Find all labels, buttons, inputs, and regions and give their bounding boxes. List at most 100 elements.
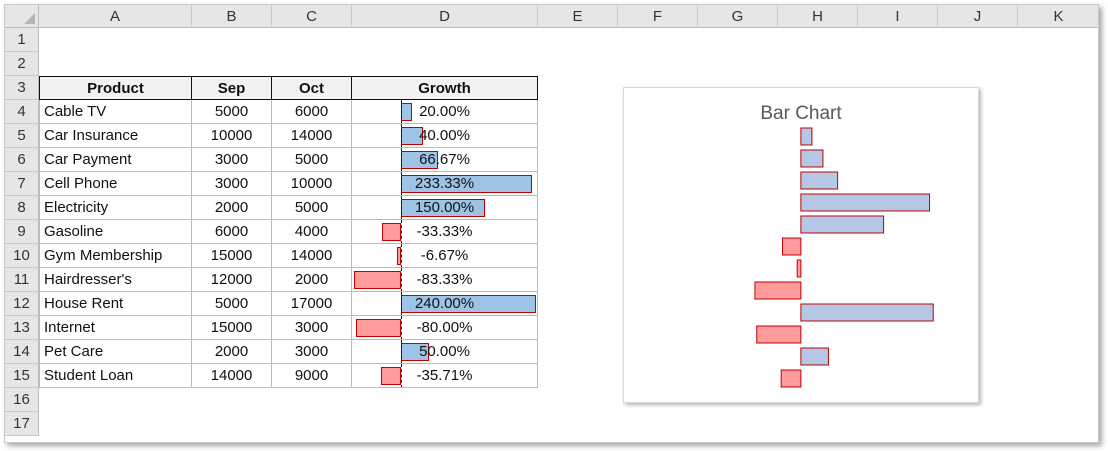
chart-bar-gasoline[interactable] [781, 237, 802, 256]
growth-cell[interactable]: 66.67% [352, 148, 538, 172]
chart-bar-car-insurance[interactable] [800, 149, 824, 168]
growth-value: 240.00% [414, 295, 475, 312]
row-header-7[interactable]: 7 [5, 172, 39, 196]
column-header-k[interactable]: K [1018, 5, 1098, 28]
row-header-13[interactable]: 13 [5, 316, 39, 340]
product-cell[interactable]: Cell Phone [39, 172, 192, 196]
row-header-14[interactable]: 14 [5, 340, 39, 364]
growth-data-bar [380, 367, 401, 385]
select-all-corner[interactable] [5, 5, 39, 28]
growth-cell[interactable]: 20.00% [352, 100, 538, 124]
product-cell[interactable]: Hairdresser's [39, 268, 192, 292]
oct-cell[interactable]: 3000 [272, 316, 352, 340]
sep-cell[interactable]: 14000 [192, 364, 272, 388]
sep-cell[interactable]: 2000 [192, 196, 272, 220]
product-cell[interactable]: Gym Membership [39, 244, 192, 268]
growth-cell[interactable]: -80.00% [352, 316, 538, 340]
row-header-11[interactable]: 11 [5, 268, 39, 292]
growth-cell[interactable]: 233.33% [352, 172, 538, 196]
chart-bar-gym-membership[interactable] [796, 259, 802, 278]
sep-cell[interactable]: 5000 [192, 100, 272, 124]
oct-cell[interactable]: 4000 [272, 220, 352, 244]
chart-bar-car-payment[interactable] [800, 171, 839, 190]
sep-cell[interactable]: 5000 [192, 292, 272, 316]
product-cell[interactable]: Cable TV [39, 100, 192, 124]
column-header-g[interactable]: G [698, 5, 778, 28]
chart-bar-electricity[interactable] [800, 215, 885, 234]
oct-cell[interactable]: 2000 [272, 268, 352, 292]
column-header-c[interactable]: C [272, 5, 352, 28]
column-header-i[interactable]: I [858, 5, 938, 28]
product-cell[interactable]: Gasoline [39, 220, 192, 244]
sep-cell[interactable]: 15000 [192, 316, 272, 340]
growth-cell[interactable]: 240.00% [352, 292, 538, 316]
oct-cell[interactable]: 5000 [272, 196, 352, 220]
row-header-6[interactable]: 6 [5, 148, 39, 172]
header-cell-growth[interactable]: Growth [352, 76, 538, 100]
chart-bar-student-loan[interactable] [780, 369, 802, 388]
sep-cell[interactable]: 6000 [192, 220, 272, 244]
data-bar-axis [400, 268, 402, 291]
oct-cell[interactable]: 17000 [272, 292, 352, 316]
sep-cell[interactable]: 15000 [192, 244, 272, 268]
growth-cell[interactable]: 50.00% [352, 340, 538, 364]
sep-cell[interactable]: 10000 [192, 124, 272, 148]
row-header-15[interactable]: 15 [5, 364, 39, 388]
growth-data-bar [354, 271, 401, 289]
growth-cell[interactable]: 40.00% [352, 124, 538, 148]
row-header-12[interactable]: 12 [5, 292, 39, 316]
growth-cell[interactable]: -83.33% [352, 268, 538, 292]
chart-bar-pet-care[interactable] [800, 347, 829, 366]
product-cell[interactable]: Internet [39, 316, 192, 340]
growth-cell[interactable]: -6.67% [352, 244, 538, 268]
oct-cell[interactable]: 9000 [272, 364, 352, 388]
oct-cell[interactable]: 14000 [272, 124, 352, 148]
row-header-9[interactable]: 9 [5, 220, 39, 244]
oct-cell[interactable]: 14000 [272, 244, 352, 268]
growth-value: -33.33% [416, 223, 473, 240]
column-header-b[interactable]: B [192, 5, 272, 28]
header-cell-sep[interactable]: Sep [192, 76, 272, 100]
row-header-8[interactable]: 8 [5, 196, 39, 220]
row-header-17[interactable]: 17 [5, 412, 39, 436]
oct-cell[interactable]: 3000 [272, 340, 352, 364]
column-header-e[interactable]: E [538, 5, 618, 28]
row-header-4[interactable]: 4 [5, 100, 39, 124]
growth-cell[interactable]: 150.00% [352, 196, 538, 220]
oct-cell[interactable]: 5000 [272, 148, 352, 172]
column-header-h[interactable]: H [778, 5, 858, 28]
chart-bar-cable-tv[interactable] [800, 127, 813, 146]
sep-cell[interactable]: 3000 [192, 172, 272, 196]
row-header-3[interactable]: 3 [5, 76, 39, 100]
row-header-2[interactable]: 2 [5, 52, 39, 76]
product-cell[interactable]: Electricity [39, 196, 192, 220]
chart-bar-hairdresser-s[interactable] [754, 281, 802, 300]
oct-cell[interactable]: 6000 [272, 100, 352, 124]
row-header-16[interactable]: 16 [5, 388, 39, 412]
product-cell[interactable]: Pet Care [39, 340, 192, 364]
column-header-a[interactable]: A [39, 5, 192, 28]
product-cell[interactable]: Student Loan [39, 364, 192, 388]
growth-cell[interactable]: -35.71% [352, 364, 538, 388]
product-cell[interactable]: Car Payment [39, 148, 192, 172]
column-header-d[interactable]: D [352, 5, 538, 28]
chart-bar-cell-phone[interactable] [800, 193, 931, 212]
bar-chart[interactable]: Bar Chart [623, 87, 979, 403]
product-cell[interactable]: Car Insurance [39, 124, 192, 148]
column-header-f[interactable]: F [618, 5, 698, 28]
chart-bar-house-rent[interactable] [800, 303, 934, 322]
sep-cell[interactable]: 12000 [192, 268, 272, 292]
header-cell-product[interactable]: Product [39, 76, 192, 100]
header-cell-oct[interactable]: Oct [272, 76, 352, 100]
product-cell[interactable]: House Rent [39, 292, 192, 316]
oct-cell[interactable]: 10000 [272, 172, 352, 196]
row-header-1[interactable]: 1 [5, 28, 39, 52]
row-header-10[interactable]: 10 [5, 244, 39, 268]
column-header-j[interactable]: J [938, 5, 1018, 28]
sep-cell[interactable]: 3000 [192, 148, 272, 172]
growth-cell[interactable]: -33.33% [352, 220, 538, 244]
sep-cell[interactable]: 2000 [192, 340, 272, 364]
chart-bar-internet[interactable] [756, 325, 802, 344]
row-header-5[interactable]: 5 [5, 124, 39, 148]
